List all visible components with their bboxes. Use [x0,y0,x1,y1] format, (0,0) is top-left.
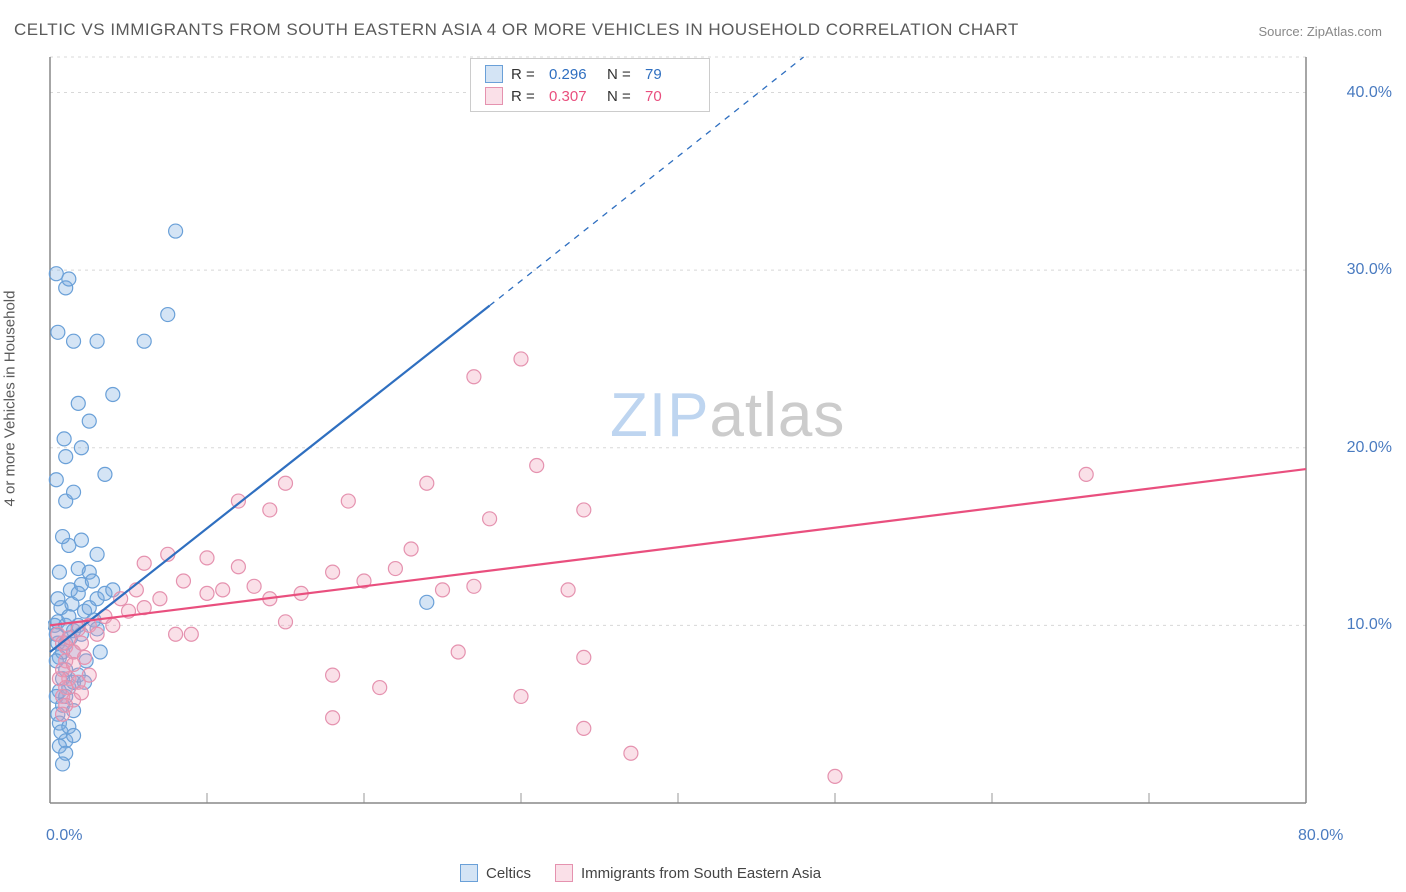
y-tick-label: 40.0% [1347,84,1392,102]
n-value-immigrants: 70 [645,88,695,105]
stat-row-immigrants: R = 0.307 N = 70 [481,85,699,107]
chart-svg [48,55,1358,835]
swatch-immigrants [485,87,503,105]
correlation-stat-box: R = 0.296 N = 79 R = 0.307 N = 70 [470,58,710,112]
legend: Celtics Immigrants from South Eastern As… [460,864,821,882]
swatch-celtics [460,864,478,882]
x-max-label: 80.0% [1298,827,1343,845]
y-tick-label: 30.0% [1347,261,1392,279]
legend-label-immigrants: Immigrants from South Eastern Asia [581,865,821,882]
stat-row-celtics: R = 0.296 N = 79 [481,63,699,85]
chart-title: CELTIC VS IMMIGRANTS FROM SOUTH EASTERN … [14,20,1019,40]
scatter-chart [48,55,1358,835]
y-tick-label: 20.0% [1347,439,1392,457]
r-label: R = [511,66,541,83]
r-label: R = [511,88,541,105]
swatch-celtics [485,65,503,83]
r-value-immigrants: 0.307 [549,88,599,105]
source-label: Source: ZipAtlas.com [1258,24,1382,39]
n-label: N = [607,66,637,83]
legend-item-immigrants: Immigrants from South Eastern Asia [555,864,821,882]
n-label: N = [607,88,637,105]
y-axis-label: 4 or more Vehicles in Household [2,291,19,507]
swatch-immigrants [555,864,573,882]
legend-label-celtics: Celtics [486,865,531,882]
y-tick-label: 10.0% [1347,616,1392,634]
legend-item-celtics: Celtics [460,864,531,882]
n-value-celtics: 79 [645,66,695,83]
x-origin-label: 0.0% [46,827,82,845]
r-value-celtics: 0.296 [549,66,599,83]
